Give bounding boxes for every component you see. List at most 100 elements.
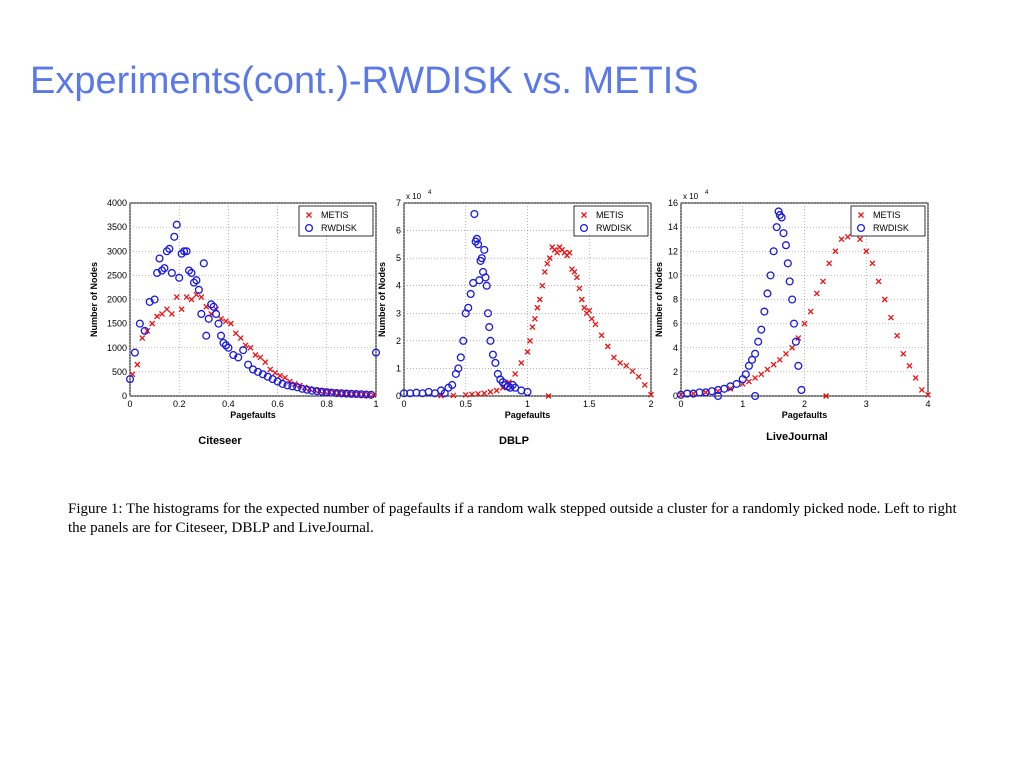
rwdisk-point <box>491 358 500 367</box>
y-tick-label: 16 <box>668 198 678 208</box>
metis-point <box>282 374 288 381</box>
rwdisk-point <box>197 309 206 319</box>
metis-point <box>159 311 165 317</box>
metis-point <box>783 350 789 357</box>
metis-point <box>257 354 264 361</box>
rwdisk-point <box>298 384 307 393</box>
rwdisk-point <box>288 382 297 391</box>
rwdisk-point <box>448 380 457 390</box>
rwdisk-point <box>779 229 788 238</box>
metis-series <box>438 244 654 399</box>
rwdisk-point <box>766 271 775 280</box>
metis-point <box>820 278 826 285</box>
rwdisk-point <box>125 375 135 384</box>
rwdisk-point <box>199 259 208 268</box>
legend-marker-metis <box>581 212 587 218</box>
rwdisk-point <box>219 338 228 347</box>
rwdisk-point <box>464 303 473 312</box>
metis-point <box>546 255 553 262</box>
rwdisk-point <box>486 336 495 345</box>
rwdisk-point <box>797 385 806 395</box>
rwdisk-point <box>157 266 167 275</box>
metis-point <box>468 391 475 398</box>
rwdisk-point <box>488 350 497 359</box>
metis-point <box>745 378 752 385</box>
metis-point <box>832 248 839 255</box>
x-tick-label: 1 <box>740 399 745 409</box>
y-multiplier-exponent: 4 <box>428 190 432 196</box>
rwdisk-point <box>357 390 366 399</box>
y-multiplier: x 10 <box>406 192 422 201</box>
rwdisk-point <box>337 389 346 398</box>
rwdisk-point <box>244 360 253 369</box>
metis-point <box>623 362 630 369</box>
metis-point <box>277 372 284 379</box>
metis-point <box>918 387 925 393</box>
rwdisk-point <box>192 276 201 285</box>
legend-marker-metis <box>858 212 864 218</box>
legend: METIS RWDISK <box>573 205 649 237</box>
metis-point <box>370 392 377 398</box>
x-tick-label: 1.5 <box>583 399 596 409</box>
metis-point <box>529 324 536 331</box>
metis-point <box>227 320 234 327</box>
metis-point <box>527 337 533 344</box>
rwdisk-point <box>440 389 449 398</box>
rwdisk-point <box>162 247 171 256</box>
x-tick-label: 0 <box>678 399 683 409</box>
metis-point <box>770 361 777 368</box>
metis-point <box>336 390 343 397</box>
x-axis-label: Pagefaults <box>782 410 828 420</box>
rwdisk-point <box>774 207 783 216</box>
y-tick-label: 500 <box>112 367 127 377</box>
y-tick-label: 12 <box>668 246 678 256</box>
rwdisk-point <box>150 295 159 304</box>
rwdisk-point <box>263 372 272 381</box>
rwdisk-point <box>470 209 479 219</box>
rwdisk-point <box>760 307 769 316</box>
metis-point <box>139 335 146 342</box>
metis-point <box>481 390 488 397</box>
rwdisk-point <box>362 390 371 399</box>
rwdisk-series <box>125 220 381 399</box>
metis-point <box>807 308 814 315</box>
metis-point <box>912 374 919 381</box>
rwdisk-point <box>474 240 483 249</box>
y-tick-label: 4 <box>673 343 678 353</box>
rwdisk-series <box>676 207 806 401</box>
metis-point <box>475 390 482 397</box>
rwdisk-point <box>187 268 196 278</box>
metis-point <box>512 370 519 377</box>
metis-point <box>604 343 611 350</box>
rwdisk-point <box>352 390 361 399</box>
rwdisk-point <box>714 391 723 401</box>
y-multiplier: x 10 <box>683 192 699 201</box>
rwdisk-point <box>781 241 791 250</box>
metis-point <box>183 294 190 301</box>
metis-point <box>875 278 882 285</box>
legend-label: METIS <box>873 210 901 220</box>
rwdisk-point <box>371 348 381 357</box>
y-tick-label: 7 <box>396 198 401 208</box>
rwdisk-point <box>221 341 230 350</box>
metis-point <box>267 366 274 373</box>
rwdisk-point <box>367 390 376 399</box>
metis-point <box>134 361 141 368</box>
rwdisk-point <box>268 375 277 384</box>
metis-point <box>331 389 338 396</box>
rwdisk-point <box>347 389 356 398</box>
rwdisk-point <box>209 302 218 311</box>
metis-point <box>826 260 833 267</box>
metis-point <box>554 249 561 256</box>
metis-point <box>462 391 469 398</box>
rwdisk-point <box>273 377 282 386</box>
slide-title: Experiments(cont.)-RWDISK vs. METIS <box>30 60 699 102</box>
y-tick-label: 3500 <box>107 222 127 232</box>
metis-point <box>149 320 156 327</box>
metis-point <box>222 318 229 325</box>
x-tick-label: 3 <box>864 399 869 409</box>
x-tick-label: 1 <box>373 399 378 409</box>
metis-point <box>566 249 573 256</box>
metis-point <box>690 390 697 397</box>
rwdisk-point <box>224 343 233 352</box>
